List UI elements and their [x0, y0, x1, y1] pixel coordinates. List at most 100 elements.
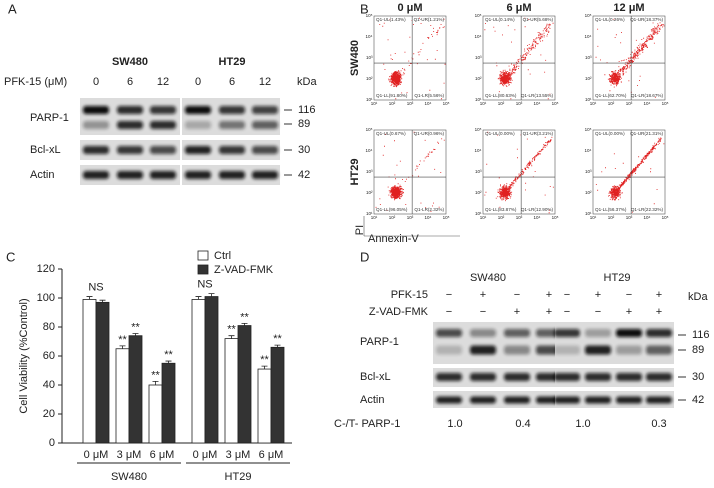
- legend-swatch: [197, 264, 209, 275]
- blot-band: [83, 171, 109, 179]
- axis-tick-label: 10⁵: [662, 215, 669, 220]
- quadrant-label: Q1-LL(96.05%): [376, 207, 408, 212]
- flow-dots: [595, 137, 665, 213]
- axis-tick-label: 10³: [407, 101, 414, 106]
- bar: [95, 301, 110, 444]
- blot-band: [646, 329, 672, 337]
- blot-band: [219, 171, 245, 179]
- protein-label: Actin: [30, 169, 54, 181]
- axis-tick-label: 10¹: [371, 101, 378, 106]
- error-bar: [228, 335, 235, 339]
- plot-frame: [592, 129, 666, 215]
- error-bar: [132, 333, 139, 336]
- sign-label: +: [546, 289, 552, 301]
- quadrant-label: Q1-UL(0.67%): [376, 131, 406, 136]
- treatment-label: Z-VAD-FMK: [369, 306, 429, 318]
- panel-label: A: [8, 1, 17, 16]
- blot-band: [185, 146, 211, 154]
- axis-label: Annexin-V: [368, 233, 419, 245]
- ratio-value: 1.0: [447, 418, 462, 430]
- bar: [161, 362, 176, 444]
- legend-label: Z-VAD-FMK: [214, 264, 274, 276]
- axis-tick-label: 10²: [389, 101, 396, 106]
- quadrant-label: Q1-UL(0.26%): [595, 17, 625, 22]
- blot-band: [83, 146, 109, 154]
- dose-header: 0 μM: [397, 2, 422, 14]
- y-tick-label: 0: [49, 437, 55, 449]
- error-bar: [86, 296, 93, 300]
- axis-tick-label: 10¹: [590, 101, 597, 106]
- quadrant-label: Q1-LR(18.67%): [631, 93, 664, 98]
- axis-tick-label: 10³: [585, 169, 592, 174]
- blot-band: [616, 345, 642, 355]
- group-label: SW480: [111, 471, 147, 483]
- protein-label: PARP-1: [30, 112, 69, 124]
- size-label: 116: [692, 329, 710, 341]
- quadrant-label: Q1-UR(21.31%): [630, 131, 663, 136]
- quadrant-label: Q1-LL(83.87%): [485, 207, 517, 212]
- axis-tick-label: 10⁴: [534, 101, 541, 106]
- significance-label: NS: [197, 279, 212, 291]
- flow-plot: [592, 15, 666, 101]
- axis-tick-label: 10⁴: [475, 34, 482, 39]
- dose-label: 0: [93, 76, 99, 88]
- axis-tick-label: 10⁴: [475, 148, 482, 153]
- sign-label: +: [480, 289, 486, 301]
- treatment-label: PFK-15: [391, 289, 428, 301]
- axis-tick-label: 10³: [475, 169, 482, 174]
- axis-tick-label: 10²: [366, 76, 373, 81]
- blot-band: [117, 121, 143, 129]
- quadrant-label: Q1-LL(62.70%): [595, 93, 627, 98]
- quadrant-label: Q1-UR(3.21%): [523, 131, 554, 136]
- flow-plot: [373, 15, 447, 101]
- cell-line: HT29: [604, 272, 631, 284]
- quadrant-label: Q1-UR(18.37%): [630, 17, 663, 22]
- row-label: HT29: [349, 159, 361, 186]
- axis-tick-label: 10⁴: [366, 34, 373, 39]
- cell-line: SW480: [470, 272, 506, 284]
- blot-band: [219, 146, 245, 154]
- axis-tick-label: 10⁴: [585, 34, 592, 39]
- y-tick-label: 20: [43, 408, 55, 420]
- quadrant-label: Q1-UL(1.43%): [376, 17, 406, 22]
- x-tick-label: 3 μM: [226, 449, 251, 461]
- size-label: 42: [692, 394, 704, 406]
- dose-label: 0: [195, 76, 201, 88]
- blot-band: [436, 329, 462, 337]
- dose-label: 6: [127, 76, 133, 88]
- quadrant-label: Q1-UL(0.00%): [595, 131, 625, 136]
- blot-band: [252, 146, 278, 154]
- blot-band: [470, 396, 496, 404]
- significance-label: **: [273, 333, 282, 345]
- blot-band: [554, 329, 580, 337]
- axis-tick-label: 10¹: [371, 215, 378, 220]
- significance-label: **: [118, 334, 127, 346]
- blot-band: [585, 373, 611, 381]
- axis-tick-label: 10¹: [475, 97, 482, 102]
- protein-label: Bcl-xL: [30, 144, 61, 156]
- blot-band: [150, 106, 176, 114]
- quadrant-label: Q1-UR(0.96%): [414, 131, 445, 136]
- axis-tick-label: 10³: [366, 169, 373, 174]
- blot-band: [185, 171, 211, 179]
- sign-label: −: [595, 306, 601, 318]
- axis-tick-label: 10²: [498, 215, 505, 220]
- flow-plot: [592, 129, 666, 215]
- blot-band: [504, 345, 530, 355]
- flow-plot: [482, 15, 556, 101]
- axis-tick-label: 10⁵: [443, 101, 450, 106]
- axis-tick-label: 10⁵: [585, 127, 592, 132]
- sign-label: +: [656, 289, 662, 301]
- axis-tick-label: 10¹: [480, 215, 487, 220]
- blot-background: [182, 98, 280, 135]
- quadrant-label: Q1-UR(1.21%): [414, 17, 445, 22]
- blot-background: [80, 98, 180, 135]
- blot-band: [554, 373, 580, 381]
- plot-frame: [482, 129, 556, 215]
- blot-background: [555, 322, 674, 364]
- significance-label: **: [240, 311, 249, 323]
- axis-tick-label: 10¹: [585, 211, 592, 216]
- x-tick-label: 6 μM: [150, 449, 175, 461]
